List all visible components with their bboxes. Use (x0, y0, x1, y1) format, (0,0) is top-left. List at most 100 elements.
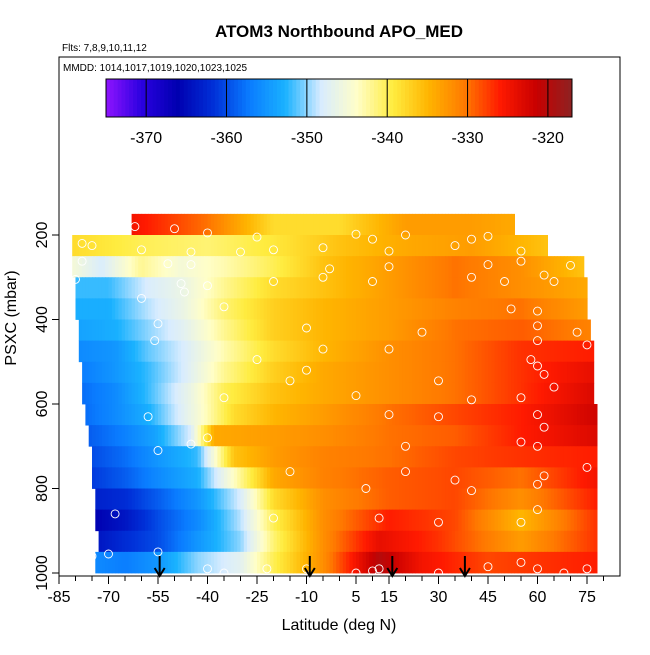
heatmap-cell (445, 467, 449, 489)
heatmap-cell (118, 340, 123, 363)
heatmap-cell (422, 425, 426, 447)
heatmap-cell (435, 256, 440, 278)
heatmap-cell (474, 446, 479, 468)
heatmap-cell (184, 425, 189, 447)
heatmap-cell (385, 509, 390, 532)
heatmap-cell (372, 213, 377, 236)
heatmap-cell (524, 509, 529, 532)
heatmap-cell (517, 446, 522, 468)
heatmap-cell (534, 382, 539, 405)
heatmap-cell (389, 530, 393, 553)
heatmap-cell (161, 361, 166, 384)
heatmap-cell (243, 530, 248, 553)
heatmap-cell (431, 404, 436, 426)
heatmap-cell (101, 340, 106, 363)
heatmap-cell (464, 404, 469, 426)
heatmap-cell (369, 382, 374, 405)
heatmap-cell (504, 361, 509, 384)
heatmap-cell (82, 235, 86, 257)
sample-point (384, 344, 394, 354)
heatmap-cell (270, 530, 275, 553)
heatmap-cell (161, 509, 166, 532)
heatmap-cell (379, 425, 383, 447)
heatmap-cell (266, 256, 271, 278)
heatmap-cell (101, 256, 106, 278)
heatmap-cell (484, 213, 489, 236)
heatmap-cell (563, 551, 568, 574)
heatmap-cell (299, 319, 304, 342)
heatmap-cell (369, 425, 374, 447)
heatmap-cell (181, 488, 185, 511)
heatmap-cell (547, 467, 552, 489)
heatmap-cell (468, 404, 473, 426)
heatmap-cell (577, 277, 581, 299)
heatmap-cell (200, 277, 205, 299)
heatmap-cell (243, 319, 248, 342)
heatmap-cell (286, 382, 291, 405)
heatmap-cell (171, 298, 176, 320)
heatmap-cell (481, 235, 486, 257)
heatmap-cell (544, 319, 548, 342)
heatmap-cell (352, 509, 357, 532)
heatmap-cell (108, 551, 113, 574)
sample-point (318, 344, 328, 354)
heatmap-cell (491, 235, 496, 257)
heatmap-cell (128, 530, 133, 553)
heatmap-cell (398, 340, 403, 363)
heatmap-cell (441, 235, 446, 257)
heatmap-cell (121, 446, 126, 468)
heatmap-cell (464, 551, 469, 574)
heatmap-cell (144, 404, 149, 426)
colorbar-swatch (218, 79, 223, 117)
heatmap-cell (332, 467, 337, 489)
heatmap-cell (441, 551, 446, 574)
heatmap-cell (194, 404, 199, 426)
heatmap-cell (438, 319, 443, 342)
heatmap-cell (121, 551, 126, 574)
heatmap-cell (567, 361, 572, 384)
heatmap-cell (286, 340, 291, 363)
heatmap-cell (144, 256, 149, 278)
heatmap-cell (491, 551, 496, 574)
heatmap-cell (161, 256, 166, 278)
heatmap-cell (468, 277, 473, 299)
heatmap-cell (326, 404, 331, 426)
sample-point (285, 467, 295, 477)
heatmap-cell (257, 361, 261, 384)
heatmap-cell (230, 277, 235, 299)
heatmap-cell (441, 213, 446, 236)
heatmap-cell (504, 340, 509, 363)
heatmap-cell (468, 361, 473, 384)
heatmap-cell (316, 235, 321, 257)
heatmap-cell (527, 425, 532, 447)
heatmap-cell (484, 509, 489, 532)
heatmap-cell (557, 446, 562, 468)
heatmap-cell (214, 551, 218, 574)
heatmap-cell (481, 256, 486, 278)
heatmap-cell (243, 256, 248, 278)
heatmap-cell (517, 235, 522, 257)
heatmap-cell (379, 467, 383, 489)
heatmap-cell (148, 488, 152, 511)
heatmap-cell (257, 382, 261, 405)
colorbar-swatch (148, 79, 154, 117)
heatmap-cell (194, 551, 199, 574)
heatmap-cell (557, 298, 562, 320)
heatmap-cell (521, 235, 525, 257)
heatmap-cell (567, 298, 572, 320)
heatmap-cell (207, 488, 212, 511)
heatmap-cell (95, 509, 100, 532)
heatmap-cell (148, 235, 152, 257)
heatmap-cell (194, 277, 199, 299)
heatmap-cell (187, 298, 192, 320)
heatmap-cell (158, 446, 162, 468)
sample-point (71, 274, 80, 284)
heatmap-cell (191, 256, 195, 278)
heatmap-cell (488, 467, 492, 489)
heatmap-cell (504, 298, 509, 320)
heatmap-cell (550, 361, 555, 384)
heatmap-cell (92, 425, 96, 447)
heatmap-cell (488, 277, 492, 299)
heatmap-cell (438, 298, 443, 320)
colorbar-swatch (471, 79, 476, 117)
